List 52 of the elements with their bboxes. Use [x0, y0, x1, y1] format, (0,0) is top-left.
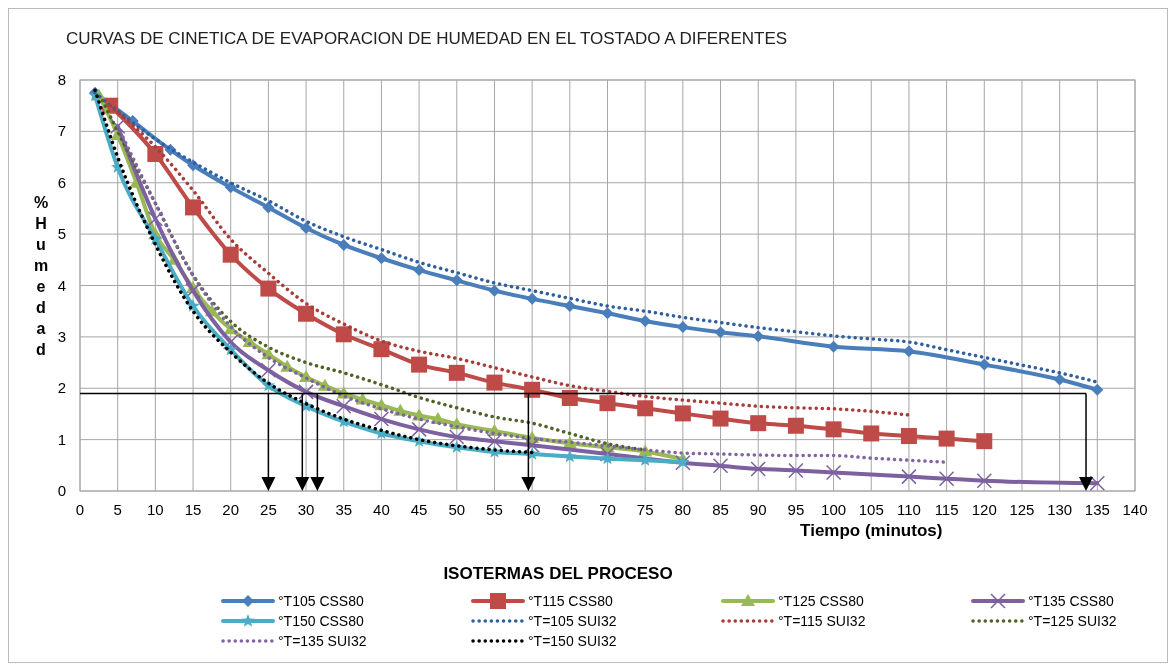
legend-label: °T115 CSS80: [528, 593, 613, 609]
x-tick-label: 100: [821, 501, 847, 518]
x-tick-label: 0: [75, 501, 85, 518]
x-tick-label: 55: [486, 501, 503, 518]
x-tick-label: 25: [260, 501, 277, 518]
legend-title: ISOTERMAS DEL PROCESO: [443, 564, 673, 583]
x-tick-label: 95: [787, 501, 805, 518]
legend-label: °T=115 SUI32: [778, 613, 866, 629]
x-tick-label: 85: [712, 501, 729, 518]
legend-label: °T=135 SUI32: [278, 633, 367, 649]
x-tick-label: 10: [147, 501, 164, 518]
legend-label: °T105 CSS80: [278, 593, 364, 609]
legend-label: °T150 CSS80: [278, 613, 364, 629]
x-axis-title: Tiempo (minutos): [800, 521, 943, 540]
x-tick-label: 140: [1122, 501, 1148, 518]
y-tick-label: 7: [57, 122, 66, 140]
x-tick-label: 15: [184, 501, 202, 518]
x-tick-label: 40: [373, 501, 390, 518]
x-tick-label: 70: [599, 501, 616, 518]
y-tick-label: 6: [57, 173, 66, 191]
legend-label: °T125 CSS80: [778, 593, 864, 609]
x-tick-label: 90: [749, 501, 767, 518]
x-tick-label: 80: [674, 501, 692, 518]
x-tick-label: 125: [1009, 501, 1035, 518]
y-axis-title: % Humedad: [33, 194, 49, 358]
x-tick-label: 60: [523, 501, 541, 518]
x-tick-label: 65: [561, 501, 579, 518]
y-tick-label: 8: [57, 71, 66, 88]
x-tick-label: 75: [636, 501, 654, 518]
x-tick-label: 50: [448, 501, 466, 518]
x-tick-label: 20: [222, 501, 240, 518]
legend-label: °T=125 SUI32: [1028, 613, 1117, 629]
x-tick-label: 35: [335, 501, 353, 518]
legend-label: °T=150 SUI32: [528, 633, 617, 649]
y-tick-label: 3: [57, 327, 66, 345]
y-tick-label: 2: [57, 379, 66, 397]
y-tick-label: 4: [57, 276, 66, 294]
x-tick-label: 135: [1084, 501, 1110, 518]
y-tick-label: 1: [57, 430, 66, 448]
x-tick-label: 130: [1047, 501, 1073, 518]
y-tick-label: 0: [57, 482, 66, 499]
x-tick-label: 120: [971, 501, 997, 518]
x-tick-label: 110: [896, 501, 921, 518]
legend-label: °T135 CSS80: [1028, 593, 1114, 609]
x-tick-label: 45: [410, 501, 428, 518]
legend-label: °T=105 SUI32: [528, 613, 617, 629]
x-tick-label: 30: [297, 501, 315, 518]
y-tick-label: 5: [57, 225, 66, 243]
x-tick-label: 115: [934, 501, 959, 518]
chart-title: CURVAS DE CINETICA DE EVAPORACION DE HUMEDAD EN EL TOSTADO A DIFERENTES: [66, 29, 788, 48]
x-tick-label: 105: [858, 501, 884, 518]
x-tick-label: 5: [113, 501, 122, 518]
